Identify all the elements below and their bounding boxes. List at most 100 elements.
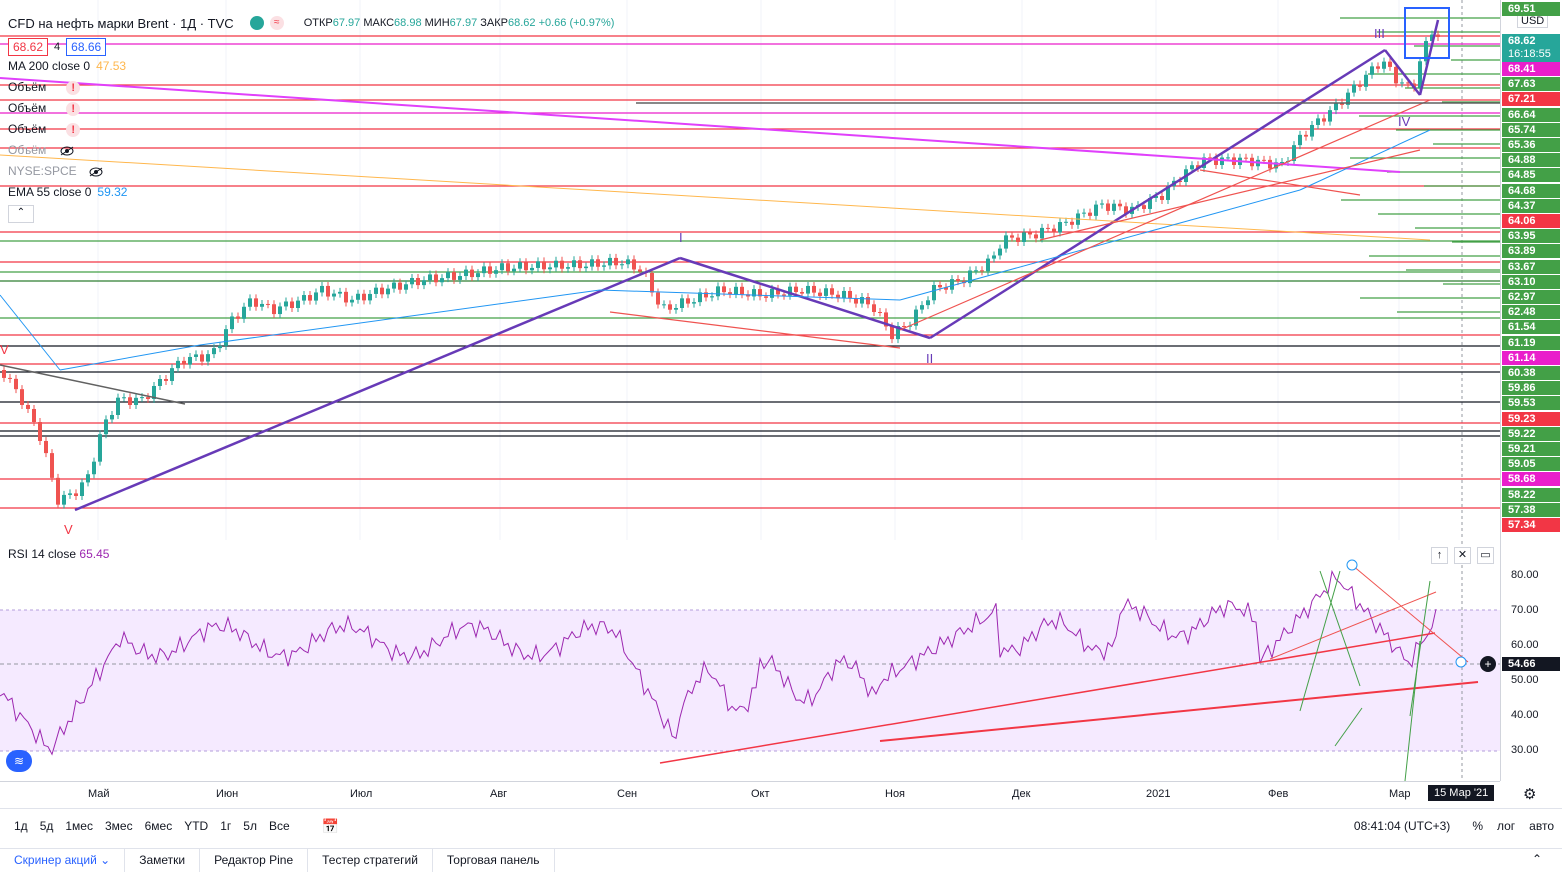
range-button[interactable]: 6мес	[144, 819, 173, 833]
candle-body	[206, 354, 210, 362]
time-axis-tick: Фев	[1268, 788, 1289, 800]
range-button[interactable]: 3мес	[104, 819, 133, 833]
candle-body	[1244, 157, 1248, 159]
sell-button[interactable]: 68.62	[8, 38, 49, 56]
log-toggle[interactable]: лог	[1496, 819, 1516, 833]
legend-volume-1[interactable]: Объём!	[8, 77, 708, 98]
range-button[interactable]: 1мес	[65, 819, 93, 833]
maximize-pane-button[interactable]: ▭	[1477, 547, 1494, 564]
candle-body	[440, 278, 444, 283]
range-button[interactable]: 5л	[243, 819, 257, 833]
wave-label: I	[679, 230, 683, 245]
replay-icon[interactable]: ≈	[269, 16, 284, 30]
price-level-label: 61.14	[1502, 350, 1560, 365]
rsi-pane[interactable]	[0, 541, 1500, 781]
candle-body	[650, 273, 654, 293]
range-button[interactable]: 5д	[39, 819, 54, 833]
candle-body	[572, 260, 576, 268]
move-pane-up-button[interactable]: ↑	[1431, 547, 1448, 564]
collapse-legend-button[interactable]: ⌃	[8, 204, 34, 223]
candle-body	[236, 316, 240, 319]
candle-body	[512, 268, 516, 272]
legend-volume-3[interactable]: Объём!	[8, 119, 708, 140]
candle-body	[1064, 221, 1068, 223]
candle-body	[290, 301, 294, 308]
price-scale[interactable]: USD 69.51 68.62 16:18:55 68.41 67.63 67.21 6…	[1500, 0, 1562, 803]
legend-volume-2[interactable]: Объём!	[8, 98, 708, 119]
legend-ema55[interactable]: EMA 55 close 0 59.32	[8, 185, 128, 199]
symbol-title[interactable]: CFD на нефть марки Brent · 1Д · TVC	[8, 15, 234, 31]
candle-body	[350, 299, 354, 303]
candle-body	[554, 260, 558, 268]
compare-icon[interactable]	[249, 16, 264, 30]
candle-body	[86, 474, 90, 483]
panel-tab[interactable]: Скринер акций ⌄	[0, 849, 126, 872]
trend-line	[199, 289, 601, 346]
candle-body	[884, 312, 888, 327]
price-level-label: 60.38	[1502, 366, 1560, 380]
candle-body	[1166, 186, 1170, 200]
candle-body	[770, 288, 774, 298]
legend-ma200[interactable]: MA 200 close 0 47.53	[8, 59, 127, 73]
candle-body	[560, 260, 564, 269]
candle-body	[176, 360, 180, 369]
add-alert-icon[interactable]: +	[1480, 656, 1496, 672]
candle-body	[692, 302, 696, 304]
collapse-panel-icon[interactable]: ⌃	[1532, 852, 1543, 866]
percent-toggle[interactable]: %	[1472, 819, 1483, 833]
candle-body	[1304, 134, 1308, 137]
price-level-label: 58.22	[1502, 487, 1560, 502]
trend-line	[1199, 169, 1361, 196]
candle-body	[584, 266, 588, 269]
candle-body	[896, 326, 900, 340]
panel-tab[interactable]: Торговая панель	[433, 849, 555, 872]
candle-body	[380, 287, 384, 295]
candle-body	[332, 293, 336, 297]
utc-clock[interactable]: 08:41:04 (UTC+3)	[1353, 819, 1451, 833]
candle-body	[212, 348, 216, 355]
range-button[interactable]: 1д	[14, 819, 28, 833]
range-button[interactable]: Все	[268, 819, 290, 833]
candle-body	[1382, 61, 1386, 69]
highlight-box	[1404, 7, 1450, 59]
candle-body	[452, 272, 456, 280]
panel-tab[interactable]: Тестер стратегий	[308, 849, 433, 872]
candle-body	[1436, 34, 1440, 37]
hidden-eye-icon[interactable]	[60, 146, 74, 156]
buy-button[interactable]: 68.66	[66, 38, 107, 56]
candle-body	[578, 260, 582, 269]
candle-body	[1160, 196, 1164, 200]
candle-body	[134, 397, 138, 405]
hidden-eye-icon[interactable]	[89, 167, 103, 177]
legend-spce[interactable]: NYSE:SPCE	[8, 161, 708, 182]
rsi-axis-tick: 70.00	[1511, 604, 1539, 616]
candle-body	[860, 297, 864, 304]
candle-body	[926, 300, 930, 306]
rsi-legend[interactable]: RSI 14 close 65.45	[8, 547, 110, 561]
range-button[interactable]: 1г	[220, 819, 232, 833]
price-level-label: 63.95	[1502, 229, 1560, 244]
candle-body	[1226, 157, 1230, 159]
close-pane-button[interactable]: ✕	[1454, 547, 1471, 564]
candle-body	[302, 295, 306, 301]
goto-date-icon[interactable]: 📅	[321, 817, 340, 834]
panel-tab[interactable]: Заметки	[125, 849, 201, 872]
tradingview-logo-icon[interactable]: ≋	[6, 750, 32, 772]
candle-body	[980, 270, 984, 272]
range-button[interactable]: YTD	[184, 819, 209, 833]
candle-body	[410, 278, 414, 285]
auto-toggle[interactable]: авто	[1529, 819, 1554, 833]
price-level-label: 59.53	[1502, 396, 1560, 411]
settings-gear-icon[interactable]: ⚙	[1523, 786, 1537, 803]
currency-label[interactable]: USD	[1517, 14, 1549, 28]
candle-body	[74, 493, 78, 496]
time-axis[interactable]: Май Июн Июл Авг Сен Окт Ноя Дек 2021 Фев Мар	[0, 781, 1500, 808]
candle-body	[1154, 196, 1158, 198]
candle-body	[470, 269, 474, 278]
price-level-label: 59.86	[1502, 381, 1560, 396]
panel-tab[interactable]: Редактор Pine	[200, 849, 309, 872]
candle-body	[866, 297, 870, 305]
price-level-label: 59.23	[1502, 411, 1560, 426]
legend-volume-4[interactable]: Объём	[8, 140, 708, 161]
